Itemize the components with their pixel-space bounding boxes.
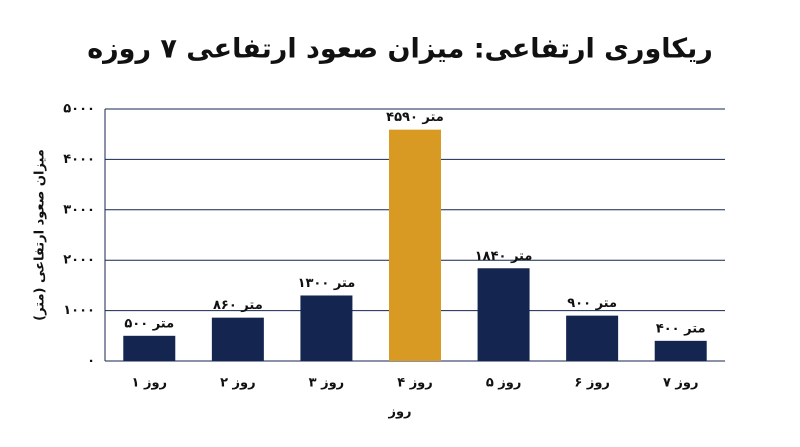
x-tick-label: روز ۳ bbox=[309, 376, 345, 391]
bar bbox=[566, 315, 619, 361]
data-label: ۴۵۹۰ متر bbox=[386, 110, 444, 125]
y-tick-label: ۱۰۰۰ bbox=[63, 303, 95, 318]
y-tick-label: ۳۰۰۰ bbox=[63, 202, 95, 217]
bar bbox=[300, 295, 353, 361]
y-tick-label: ۴۰۰۰ bbox=[63, 152, 95, 167]
data-label: ۱۳۰۰ متر bbox=[298, 276, 356, 291]
data-label: ۹۰۰ متر bbox=[567, 296, 617, 311]
y-axis-label: میزان صعود ارتفاعی (متر) bbox=[33, 149, 48, 321]
bar bbox=[211, 317, 264, 361]
y-tick-label: ۵۰۰۰ bbox=[63, 102, 95, 117]
x-tick-label: روز ۶ bbox=[574, 376, 610, 391]
data-label: ۴۰۰ متر bbox=[656, 321, 706, 336]
data-label: ۱۸۴۰ متر bbox=[475, 249, 533, 264]
y-tick-label: ۰ bbox=[87, 354, 95, 369]
x-axis-label: روز bbox=[387, 405, 411, 420]
bar bbox=[123, 335, 176, 361]
y-tick-label: ۲۰۰۰ bbox=[63, 253, 95, 268]
x-tick-label: روز ۵ bbox=[486, 376, 522, 391]
x-tick-label: روز ۲ bbox=[220, 376, 256, 391]
x-tick-label: روز ۷ bbox=[663, 376, 699, 391]
chart-title: ریکاوری ارتفاعی: میزان صعود ارتفاعی ۷ رو… bbox=[87, 34, 713, 65]
bar bbox=[654, 340, 707, 361]
data-label: ۸۶۰ متر bbox=[213, 298, 263, 313]
x-tick-label: روز ۴ bbox=[397, 376, 433, 391]
x-tick-label: روز ۱ bbox=[132, 376, 168, 391]
bar bbox=[477, 268, 530, 361]
bar bbox=[389, 129, 441, 361]
data-label: ۵۰۰ متر bbox=[124, 316, 174, 331]
